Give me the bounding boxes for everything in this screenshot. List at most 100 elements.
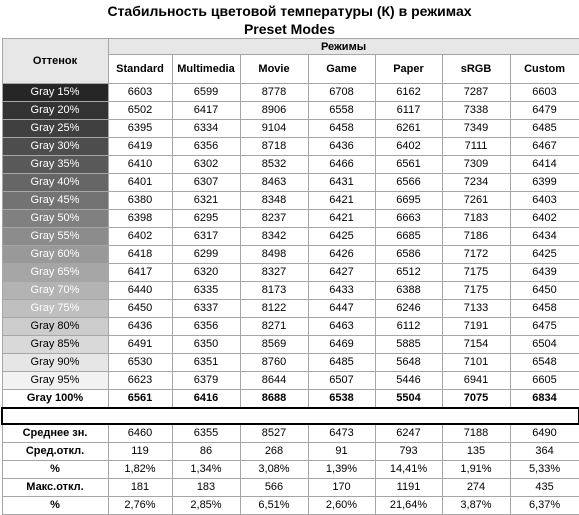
- value-cell-srgb: 7172: [441, 245, 511, 264]
- value-cell-game: 1,39%: [307, 460, 376, 479]
- value-cell-srgb: 7349: [441, 119, 511, 138]
- gray-swatch-label: Gray 20%: [1, 101, 109, 120]
- column-header-paper: Paper: [374, 54, 443, 84]
- value-cell-game: 6421: [307, 209, 376, 228]
- value-cell-paper: 5885: [374, 335, 443, 354]
- gray-swatch-label: Gray 90%: [1, 353, 109, 372]
- value-cell-movie: 8532: [239, 155, 309, 174]
- value-cell-movie: 9104: [239, 119, 309, 138]
- mode-column-headers: Standard Multimedia Movie Game Paper sRGB Cust…: [2, 54, 579, 84]
- value-cell-srgb: 7191: [441, 317, 511, 336]
- value-cell-standard: 6419: [107, 137, 173, 156]
- value-cell-srgb: 7133: [441, 299, 511, 318]
- value-cell-paper: 1191: [374, 478, 443, 497]
- gray-swatch-label: Gray 45%: [1, 191, 109, 210]
- value-cell-multimedia: 6356: [171, 317, 241, 336]
- value-cell-movie: 8906: [239, 101, 309, 120]
- value-cell-movie: 8122: [239, 299, 309, 318]
- value-cell-movie: 8342: [239, 227, 309, 246]
- column-header-standard: Standard: [107, 54, 173, 84]
- gray-swatch-label: Gray 25%: [1, 119, 109, 138]
- value-cell-standard: 6561: [107, 389, 173, 409]
- value-cell-paper: 5504: [374, 389, 443, 409]
- value-cell-custom: 6485: [509, 119, 579, 138]
- value-cell-srgb: 135: [441, 442, 511, 461]
- value-cell-movie: 8271: [239, 317, 309, 336]
- separator-box: [0, 407, 579, 425]
- gray-row: Gray 70% 6440 6335 8173 6433 6388 7175 6450: [1, 281, 579, 300]
- value-cell-game: 6507: [307, 371, 376, 390]
- value-cell-movie: 268: [239, 442, 309, 461]
- value-cell-custom: 6403: [509, 191, 579, 210]
- value-cell-paper: 6162: [374, 83, 443, 102]
- value-cell-srgb: 7287: [441, 83, 511, 102]
- value-cell-paper: 21,64%: [374, 496, 443, 515]
- value-cell-srgb: 7075: [441, 389, 511, 409]
- value-cell-paper: 793: [374, 442, 443, 461]
- value-cell-movie: 6,51%: [239, 496, 309, 515]
- value-cell-srgb: 7183: [441, 209, 511, 228]
- gray-row: Gray 85% 6491 6350 8569 6469 5885 7154 6504: [1, 335, 579, 354]
- value-cell-custom: 6,37%: [509, 496, 579, 515]
- stat-label: %: [1, 460, 109, 479]
- stat-row: Макс.откл. 181 183 566 170 1191 274 435: [1, 478, 579, 497]
- value-cell-multimedia: 6416: [171, 389, 241, 409]
- value-cell-custom: 6605: [509, 371, 579, 390]
- value-cell-paper: 6117: [374, 101, 443, 120]
- value-cell-paper: 5648: [374, 353, 443, 372]
- value-cell-multimedia: 1,34%: [171, 460, 241, 479]
- value-cell-srgb: 3,87%: [441, 496, 511, 515]
- value-cell-standard: 1,82%: [107, 460, 173, 479]
- value-cell-custom: 6402: [509, 209, 579, 228]
- value-cell-multimedia: 6599: [171, 83, 241, 102]
- value-cell-game: 6425: [307, 227, 376, 246]
- gray-swatch-label: Gray 100%: [1, 389, 109, 409]
- value-cell-custom: 6425: [509, 245, 579, 264]
- value-cell-standard: 119: [107, 442, 173, 461]
- stat-row: Сред.откл. 119 86 268 91 793 135 364: [1, 442, 579, 461]
- value-cell-custom: 435: [509, 478, 579, 497]
- value-cell-multimedia: 6417: [171, 101, 241, 120]
- value-cell-custom: 364: [509, 442, 579, 461]
- gray-row: Gray 55% 6402 6317 8342 6425 6685 7186 6434: [1, 227, 579, 246]
- gray-swatch-label: Gray 40%: [1, 173, 109, 192]
- value-cell-game: 6427: [307, 263, 376, 282]
- value-cell-multimedia: 6321: [171, 191, 241, 210]
- gray-row: Gray 20% 6502 6417 8906 6558 6117 7338 6479: [1, 101, 579, 120]
- stat-label: %: [1, 496, 109, 515]
- value-cell-standard: 6440: [107, 281, 173, 300]
- value-cell-movie: 8688: [239, 389, 309, 409]
- column-header-multimedia: Multimedia: [171, 54, 241, 84]
- value-cell-movie: 8527: [239, 423, 309, 443]
- value-cell-custom: 6467: [509, 137, 579, 156]
- value-cell-movie: 8463: [239, 173, 309, 192]
- value-cell-srgb: 7101: [441, 353, 511, 372]
- gray-row: Gray 75% 6450 6337 8122 6447 6246 7133 6458: [1, 299, 579, 318]
- value-cell-movie: 8644: [239, 371, 309, 390]
- value-cell-paper: 6246: [374, 299, 443, 318]
- value-cell-multimedia: 183: [171, 478, 241, 497]
- separator-row: [0, 407, 579, 425]
- value-cell-standard: 6450: [107, 299, 173, 318]
- value-cell-custom: 6458: [509, 299, 579, 318]
- value-cell-paper: 5446: [374, 371, 443, 390]
- gray-swatch-label: Gray 50%: [1, 209, 109, 228]
- shade-header: Оттенок: [1, 38, 109, 84]
- value-cell-srgb: 7261: [441, 191, 511, 210]
- gray-swatch-label: Gray 95%: [1, 371, 109, 390]
- color-temperature-table: Оттенок Режимы Standard Multimedia Movie Ga…: [0, 38, 579, 515]
- value-cell-multimedia: 86: [171, 442, 241, 461]
- gray-row: Gray 45% 6380 6321 8348 6421 6695 7261 6403: [1, 191, 579, 210]
- value-cell-standard: 6436: [107, 317, 173, 336]
- value-cell-standard: 6395: [107, 119, 173, 138]
- value-cell-paper: 6586: [374, 245, 443, 264]
- value-cell-custom: 6490: [509, 423, 579, 443]
- value-cell-paper: 6112: [374, 317, 443, 336]
- value-cell-movie: 8498: [239, 245, 309, 264]
- value-cell-multimedia: 6337: [171, 299, 241, 318]
- value-cell-standard: 181: [107, 478, 173, 497]
- value-cell-paper: 14,41%: [374, 460, 443, 479]
- value-cell-standard: 6530: [107, 353, 173, 372]
- value-cell-game: 6485: [307, 353, 376, 372]
- value-cell-standard: 6417: [107, 263, 173, 282]
